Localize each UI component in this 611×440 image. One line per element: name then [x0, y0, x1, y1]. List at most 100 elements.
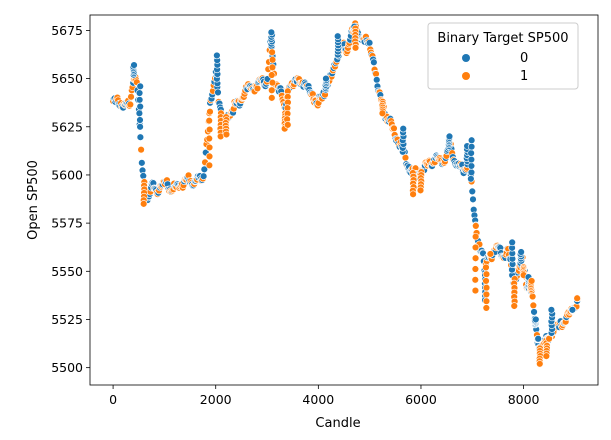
data-point: [126, 100, 135, 109]
data-point: [542, 352, 551, 360]
data-point: [138, 159, 146, 167]
data-point: [205, 116, 213, 125]
y-axis-label: Open SP500: [26, 160, 41, 240]
data-point: [334, 32, 342, 40]
data-point: [482, 283, 491, 292]
data-point: [268, 78, 277, 87]
data-point: [139, 172, 147, 180]
data-point: [472, 222, 480, 230]
data-point: [467, 168, 476, 177]
data-point: [536, 360, 544, 368]
data-point: [471, 243, 480, 252]
data-point: [482, 263, 490, 272]
data-point: [127, 93, 135, 101]
y-tick-label: 5575: [51, 216, 83, 231]
data-point: [378, 109, 387, 117]
data-point: [199, 172, 208, 180]
data-point: [467, 155, 476, 164]
legend-label-1: 1: [520, 69, 528, 84]
legend-label-0: 0: [520, 51, 528, 66]
data-point: [482, 277, 490, 285]
data-point: [467, 142, 476, 151]
data-point: [547, 306, 556, 314]
data-point: [268, 86, 276, 94]
data-point: [322, 74, 330, 83]
plot-area-frame: [89, 14, 599, 386]
data-point: [268, 56, 277, 64]
x-tick-label: 0: [109, 392, 117, 407]
data-point: [140, 200, 148, 208]
x-tick-label: 8000: [508, 392, 540, 407]
data-point: [471, 286, 480, 295]
data-point: [135, 96, 144, 104]
data-point: [530, 308, 538, 316]
legend-marker-0: [462, 54, 470, 62]
data-point: [370, 58, 378, 66]
data-point: [206, 108, 214, 116]
data-point: [365, 39, 374, 47]
data-point: [214, 88, 222, 97]
x-tick-label: 2000: [200, 392, 232, 407]
data-point: [532, 315, 540, 324]
x-axis-ticks: 0 2000 4000 6000 8000: [109, 385, 540, 407]
data-point: [468, 187, 476, 196]
data-point: [268, 94, 276, 102]
y-tick-label: 5550: [51, 264, 83, 279]
data-point: [136, 133, 145, 141]
axes: [89, 14, 599, 386]
data-point: [510, 302, 518, 310]
legend-marker-1: [462, 72, 470, 80]
data-point: [482, 290, 491, 299]
data-point: [527, 277, 536, 285]
data-point: [130, 61, 138, 69]
data-point: [573, 294, 581, 302]
data-points: [109, 19, 582, 368]
data-point: [205, 134, 213, 143]
x-tick-label: 4000: [302, 392, 334, 407]
data-point: [205, 161, 214, 170]
data-point: [467, 162, 476, 170]
data-point: [529, 301, 538, 310]
data-point: [471, 232, 480, 241]
y-tick-label: 5650: [51, 71, 83, 86]
data-point: [390, 124, 398, 133]
data-point: [508, 238, 516, 247]
data-point: [482, 304, 491, 312]
x-axis-label: Candle: [315, 416, 360, 431]
y-tick-label: 5500: [51, 360, 83, 375]
data-point: [136, 102, 144, 111]
data-point: [467, 175, 475, 183]
data-point: [136, 116, 144, 124]
data-point: [200, 165, 209, 174]
data-point: [528, 292, 537, 301]
data-point: [471, 276, 479, 284]
data-point: [213, 51, 221, 60]
data-point: [267, 28, 276, 37]
y-tick-label: 5600: [51, 167, 83, 182]
data-point: [445, 132, 454, 141]
data-point: [467, 149, 475, 157]
y-axis-ticks: 5500 5525 5550 5575 5600 5625 5650 5675: [51, 23, 90, 375]
data-point: [137, 145, 145, 154]
data-point: [284, 121, 292, 129]
data-point: [568, 306, 577, 314]
data-point: [482, 297, 491, 305]
data-point: [482, 270, 491, 278]
x-tick-label: 6000: [405, 392, 437, 407]
data-point: [471, 254, 480, 262]
data-point: [467, 136, 476, 144]
y-tick-label: 5625: [51, 119, 83, 134]
legend-title: Binary Target SP500: [437, 31, 568, 46]
data-point: [253, 84, 262, 93]
data-point: [205, 125, 214, 134]
data-point: [268, 71, 276, 79]
data-point: [416, 186, 425, 195]
data-point: [205, 152, 214, 161]
data-point: [534, 335, 542, 343]
data-point: [471, 265, 480, 273]
data-point: [222, 130, 231, 139]
data-point: [486, 250, 495, 258]
data-point: [135, 109, 144, 117]
data-point: [135, 89, 144, 97]
